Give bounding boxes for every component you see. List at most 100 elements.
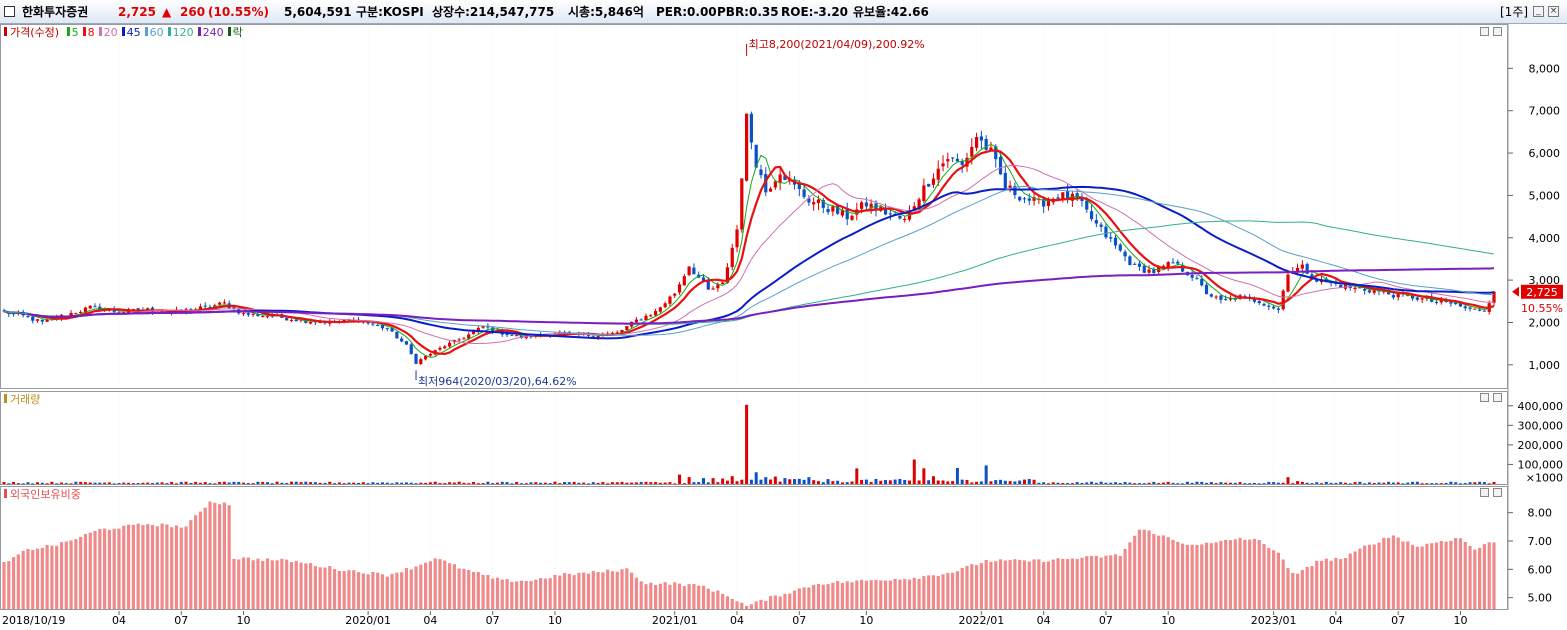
minimize-icon[interactable]: _ (1533, 6, 1544, 17)
ma-legend-item[interactable]: 120 (172, 26, 194, 39)
foreign-legend: 외국인보유비중 (4, 488, 81, 502)
volume-bar (174, 483, 178, 485)
candle-body (898, 215, 902, 219)
candle-body (289, 320, 294, 322)
volume-bar (682, 483, 686, 485)
volume-bar (759, 479, 763, 484)
foreign-bar (903, 578, 907, 609)
candle-body (1113, 237, 1118, 246)
foreign-bar (452, 564, 456, 609)
foreign-bar (1233, 539, 1237, 609)
volume-bar (1070, 483, 1074, 485)
candle-body (677, 284, 682, 293)
candle-body (400, 338, 404, 342)
ma-legend-item[interactable]: 5 (71, 26, 79, 39)
foreign-panel-minimize-icon[interactable] (1480, 488, 1489, 497)
foreign-bar (117, 528, 121, 609)
foreign-bar (1013, 559, 1017, 609)
ma-legend-marker-icon (227, 27, 231, 36)
volume-panel-close-icon[interactable] (1493, 393, 1502, 402)
foreign-bar (467, 569, 471, 609)
select-checkbox[interactable] (4, 6, 15, 17)
candle-body (251, 313, 255, 315)
volume-bar (946, 481, 950, 484)
foreign-bar (1262, 544, 1266, 609)
volume-bar (246, 483, 250, 485)
ma-legend-item[interactable]: 45 (126, 26, 141, 39)
foreign-bar (692, 583, 696, 609)
foreign-bar (1319, 560, 1324, 609)
volume-bar (304, 481, 308, 484)
foreign-bar (1248, 539, 1252, 609)
volume-bar (280, 482, 284, 484)
foreign-panel-close-icon[interactable] (1493, 488, 1502, 497)
candle-body (1204, 284, 1209, 295)
x-tick-label: 07 (174, 614, 188, 627)
candle-body (711, 288, 715, 290)
volume-bar (16, 483, 20, 485)
foreign-bar (816, 584, 821, 609)
volume-bar (951, 481, 955, 484)
candle-body (941, 163, 945, 167)
foreign-bar (332, 569, 337, 609)
volume-bar (404, 482, 408, 484)
stock-chart[interactable]: 8,000 7,000 6,000 5,000 4,000 3,000 2,000 1,000… (0, 24, 1567, 630)
price-panel-minimize-icon[interactable] (1480, 27, 1489, 36)
foreign-bar (280, 558, 284, 609)
volume-bar (912, 459, 916, 484)
candle-body (639, 319, 643, 321)
market-type: 구분:KOSPI (356, 5, 424, 19)
candle-body (438, 347, 442, 350)
x-tick-label: 10 (237, 614, 251, 627)
candle-body (371, 323, 375, 325)
foreign-bar (625, 568, 629, 609)
foreign-bar (682, 586, 686, 609)
volume-panel-minimize-icon[interactable] (1480, 393, 1489, 402)
candle-body (1353, 287, 1357, 290)
foreign-bar (1180, 543, 1185, 609)
foreign-bar (515, 581, 519, 609)
foreign-bar (893, 578, 897, 609)
ma-legend-item[interactable]: 20 (103, 26, 118, 39)
volume-bar (931, 476, 935, 484)
volume-bar (1176, 483, 1180, 485)
foreign-bar (1022, 560, 1027, 609)
foreign-bar (1157, 535, 1161, 609)
stock-name[interactable]: 한화투자증권 (22, 5, 89, 19)
ma-legend-item[interactable]: 60 (149, 26, 164, 39)
candle-body (1257, 301, 1261, 304)
candle-body (721, 282, 725, 284)
ma-legend-item[interactable]: 240 (202, 26, 224, 39)
volume-bar (1051, 482, 1055, 484)
foreign-bar (562, 573, 567, 609)
volume-bar (1324, 481, 1328, 484)
candle-body (31, 316, 35, 321)
volume-bar (879, 480, 883, 484)
price-panel-close-icon[interactable] (1493, 27, 1502, 36)
foreign-bar (198, 511, 203, 609)
candle-body (510, 334, 514, 336)
volume-bar (907, 480, 911, 484)
foreign-bar (294, 560, 298, 609)
foreign-bar (740, 602, 744, 609)
candle-body (831, 206, 835, 212)
period-selector[interactable]: [1주] (1500, 5, 1529, 19)
foreign-bar (917, 578, 921, 609)
ma-legend-item[interactable]: 락 (232, 26, 243, 39)
foreign-bar (2, 562, 6, 609)
close-icon[interactable]: × (1548, 6, 1559, 17)
volume-bar (424, 482, 428, 484)
candle-body (1281, 290, 1285, 310)
foreign-bar (519, 580, 524, 609)
volume-bar (649, 482, 653, 484)
volume-bar (658, 482, 662, 484)
volume-bar (12, 482, 16, 484)
candle-body (2, 310, 6, 312)
foreign-bar (1401, 541, 1405, 609)
candle-body (1166, 262, 1170, 267)
volume-bar (1042, 482, 1046, 484)
foreign-bar (979, 563, 983, 609)
foreign-bar (165, 524, 169, 609)
ma-legend-item[interactable]: 8 (87, 26, 95, 39)
volume-bar (864, 479, 868, 484)
